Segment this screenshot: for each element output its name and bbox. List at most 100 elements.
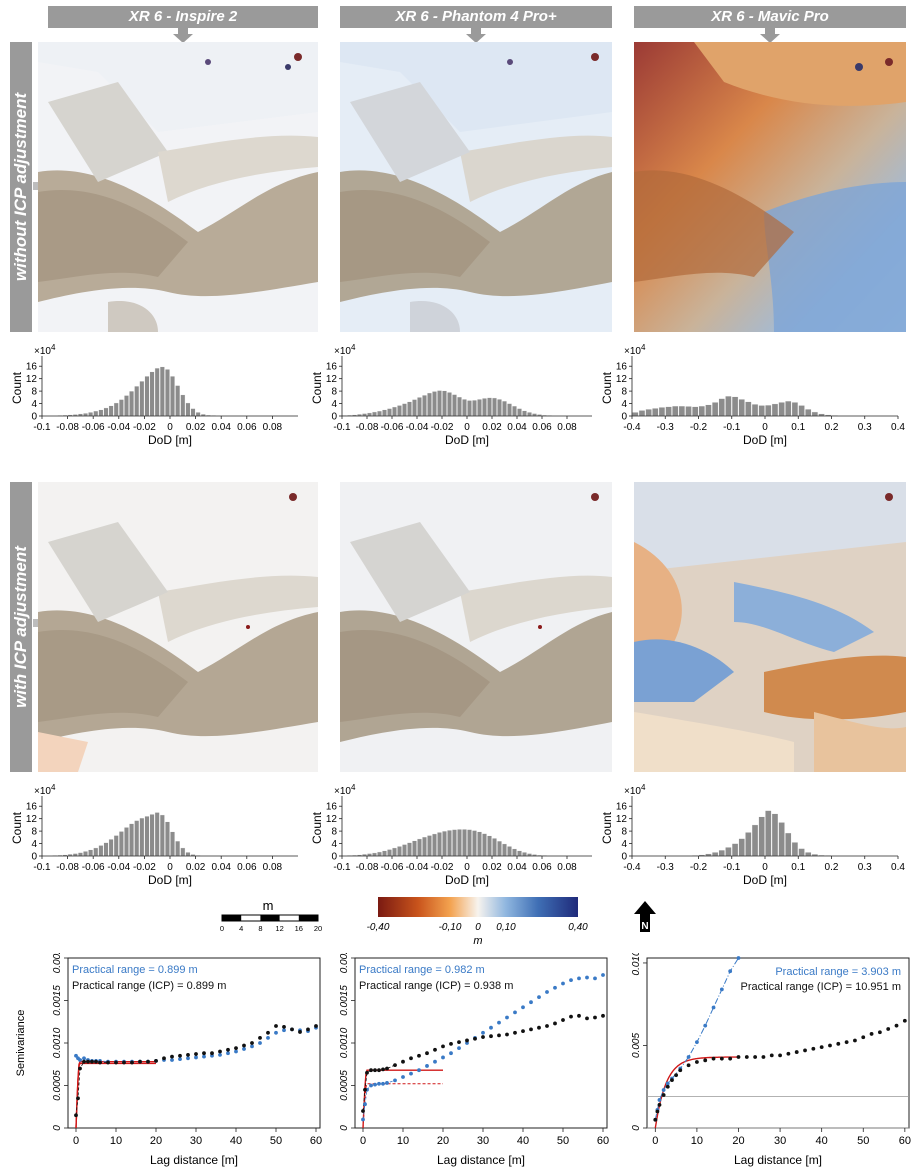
x-tick-label: 0: [167, 862, 173, 873]
histogram-bar: [804, 852, 812, 857]
data-point-blue: [425, 1064, 429, 1068]
x-tick-label: 0.02: [186, 422, 206, 433]
data-point-black: [425, 1051, 429, 1056]
y-tick-label: 0.010: [631, 953, 642, 975]
svg-text:20: 20: [314, 924, 322, 933]
data-point-black: [170, 1054, 174, 1059]
data-point-blue: [601, 973, 605, 977]
histogram-bar: [457, 829, 462, 857]
histogram-bar: [512, 848, 517, 857]
data-point-blue: [505, 1015, 509, 1020]
data-point-black: [373, 1068, 377, 1073]
data-point-black: [401, 1059, 405, 1064]
histogram-bar: [678, 405, 686, 417]
practical-range-icp-label: Practical range (ICP) = 0.899 m: [72, 980, 226, 992]
x-tick-label: 10: [397, 1135, 409, 1147]
histogram-bar: [512, 405, 517, 417]
svg-text:0,40: 0,40: [568, 922, 588, 933]
x-tick-label: 20: [150, 1135, 162, 1147]
histogram-bar: [507, 403, 512, 417]
data-point-black: [250, 1041, 254, 1045]
data-point-black: [537, 1025, 541, 1030]
y-tick-label: 8: [31, 387, 37, 398]
y-axis-label: Count: [310, 371, 324, 404]
histogram-bar: [124, 395, 129, 417]
histogram-bar: [751, 824, 759, 857]
x-tick-label: 30: [477, 1135, 489, 1147]
data-point-blue: [202, 1054, 206, 1059]
histogram-bar: [691, 406, 699, 417]
histogram-bar: [382, 850, 387, 857]
y-exponent-label: ×104: [624, 783, 646, 797]
data-point-black: [513, 1030, 517, 1035]
x-tick-label: -0.06: [82, 862, 105, 873]
y-tick-label: 4: [31, 839, 37, 850]
histogram-bar: [149, 814, 155, 857]
data-point-black: [601, 1013, 605, 1018]
histogram-bar: [392, 406, 397, 417]
x-axis-label: DoD [m]: [743, 433, 787, 447]
histogram-bar: [159, 814, 165, 857]
data-point-black: [786, 1051, 791, 1056]
data-point-blue: [74, 1053, 78, 1058]
histogram-bar: [671, 405, 679, 417]
histogram-bar: [159, 366, 165, 417]
data-point-black: [861, 1035, 866, 1040]
x-tick-label: 0.08: [263, 862, 283, 873]
histogram-bar: [718, 849, 726, 857]
data-point-blue: [433, 1059, 437, 1064]
x-tick-label: 0: [360, 1135, 366, 1147]
x-tick-label: 0.02: [186, 862, 206, 873]
data-point-blue: [218, 1053, 222, 1057]
data-point-blue: [657, 1098, 662, 1102]
data-point-black: [569, 1014, 573, 1019]
data-point-black: [98, 1060, 102, 1065]
data-point-black: [695, 1060, 699, 1064]
histogram-bar: [785, 832, 792, 857]
data-point-black: [828, 1043, 832, 1048]
histogram-bar: [705, 404, 712, 417]
x-tick-label: 0.06: [237, 862, 257, 873]
x-tick-label: 60: [310, 1135, 322, 1147]
histogram-bar: [527, 412, 532, 417]
data-point-blue: [577, 976, 581, 981]
histogram-bar: [462, 829, 467, 857]
svg-text:-0,40: -0,40: [367, 922, 390, 933]
histogram-bar: [170, 831, 176, 857]
data-point-blue: [537, 995, 541, 999]
x-axis-label: DoD [m]: [743, 873, 787, 887]
x-tick-label: 0.06: [237, 422, 257, 433]
column-header-mavic: XR 6 - Mavic Pro: [634, 6, 906, 28]
data-point-blue: [78, 1058, 82, 1062]
y-exponent-label: ×104: [334, 343, 356, 357]
data-point-blue: [170, 1058, 174, 1062]
data-point-black: [417, 1053, 421, 1058]
data-point-blue: [449, 1051, 453, 1056]
histogram-bar: [517, 408, 522, 417]
y-tick-label: 0.0015: [52, 985, 63, 1016]
data-point-blue: [361, 1117, 365, 1122]
data-point-black: [314, 1024, 318, 1028]
histogram-bar: [447, 392, 452, 417]
y-exponent-label: ×104: [34, 343, 56, 357]
x-tick-label: 0.04: [211, 862, 231, 873]
histogram-bar: [447, 829, 452, 857]
x-tick-label: 0.1: [791, 862, 805, 873]
y-tick-label: 0.0010: [52, 1027, 63, 1058]
y-tick-label: 8: [621, 827, 627, 838]
x-tick-label: -0.1: [723, 422, 741, 433]
data-point-black: [521, 1029, 525, 1033]
histogram-bar: [731, 396, 739, 417]
y-tick-label: 8: [331, 827, 337, 838]
histogram-bar: [482, 833, 487, 857]
histogram-bar: [118, 831, 124, 857]
data-point-black: [393, 1063, 397, 1067]
data-point-blue: [369, 1083, 373, 1088]
svg-text:m: m: [263, 898, 274, 913]
histogram-bar: [442, 390, 447, 417]
data-point-blue: [695, 1040, 699, 1045]
data-point-black: [78, 1066, 82, 1071]
data-point-black: [74, 1113, 78, 1118]
histogram-bar: [427, 835, 432, 857]
scale-bar: m 0 4 8 12 16 20: [220, 898, 322, 933]
